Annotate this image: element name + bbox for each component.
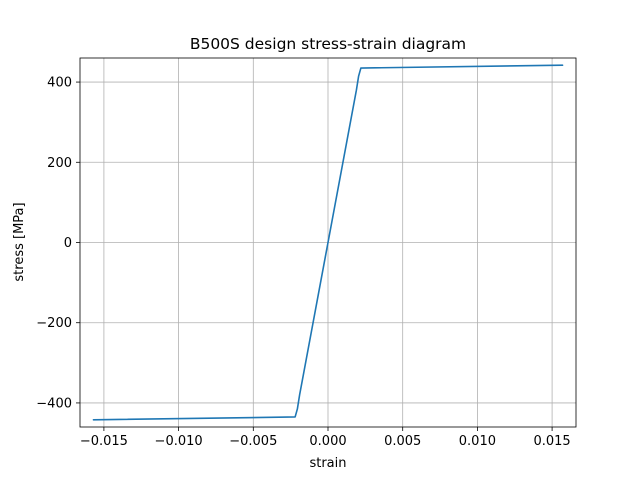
chart-title: B500S design stress-strain diagram (190, 35, 466, 53)
y-tick-label: 400 (47, 76, 72, 91)
y-tick-label: −200 (36, 316, 72, 331)
ticks: −0.015 −0.010 −0.005 0.000 0.005 0.010 0.015 −4… (36, 76, 570, 449)
x-axis-label: strain (309, 456, 346, 471)
y-tick-label: 200 (47, 156, 72, 171)
x-tick-label: 0.005 (384, 434, 421, 449)
y-tick-label: −400 (36, 396, 72, 411)
x-tick-label: 0.000 (309, 434, 346, 449)
x-tick-label: −0.015 (80, 434, 128, 449)
y-axis-label: stress [MPa] (12, 202, 27, 281)
x-tick-label: −0.010 (155, 434, 203, 449)
x-tick-label: 0.010 (459, 434, 496, 449)
series-layer (92, 64, 564, 421)
y-tick-label: 0 (64, 236, 72, 251)
x-tick-label: 0.015 (533, 434, 570, 449)
stress-strain-line (92, 64, 564, 421)
x-tick-label: −0.005 (229, 434, 277, 449)
grid (80, 58, 576, 427)
